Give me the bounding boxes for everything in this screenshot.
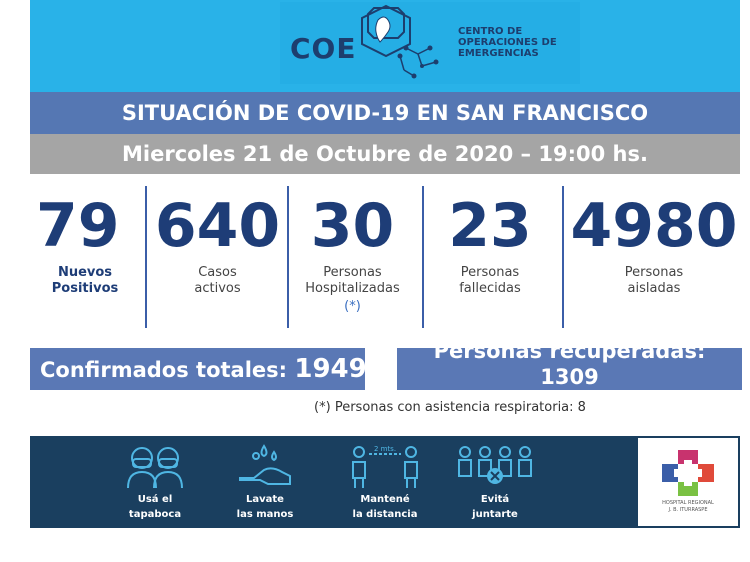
hospital-line: J. B. ITURRASPE <box>668 507 708 513</box>
confirmed-total-box: Confirmados totales: 1949 <box>30 348 365 390</box>
divider <box>422 186 424 328</box>
stat-value: 4980 <box>570 191 738 261</box>
face-mask-icon <box>127 447 183 489</box>
tip-line: juntarte <box>472 509 518 520</box>
social-distance-icon: 2 mts. <box>352 445 418 488</box>
footnote: (*) Personas con asistencia respiratoria… <box>314 400 586 415</box>
confirmed-value: 1949 <box>294 354 365 384</box>
confirmed-label: Confirmados totales: <box>40 358 288 382</box>
tip-no-gathering: Evitá juntarte <box>440 442 550 520</box>
stat-value: 23 <box>448 191 532 261</box>
tip-line: Usá el <box>137 494 173 505</box>
recovered-label: Personas recuperadas: <box>433 348 706 363</box>
prevention-banner: Usá el tapaboca Lavate las manos 2 mts. … <box>30 436 740 528</box>
stat-label-line: Personas <box>323 265 382 280</box>
hand-wash-icon <box>239 444 291 485</box>
stat-label-line: Personas <box>624 265 684 280</box>
divider <box>287 186 289 328</box>
stat-label-line: activos <box>194 281 241 296</box>
stat-label-line: Casos <box>198 265 237 280</box>
no-gathering-icon <box>458 446 532 484</box>
tip-distance: 2 mts. Mantené la distancia <box>330 442 440 520</box>
stat-value: 30 <box>310 191 395 261</box>
hospital-line: HOSPITAL REGIONAL <box>662 500 714 506</box>
coe-logo: COE CENTRO DE OPERACIONES DE EMERGENCIAS <box>280 2 580 84</box>
hospital-name: HOSPITAL REGIONAL J. B. ITURRASPE <box>638 500 738 514</box>
stat-active-cases: 640 Casos activos <box>150 186 285 298</box>
tip-wash-hands: Lavate las manos <box>210 442 320 520</box>
page-title: SITUACIÓN DE COVID-19 EN SAN FRANCISCO <box>30 92 740 134</box>
stat-value: 79 <box>36 191 120 261</box>
stat-footnote-marker: (*) <box>344 299 361 314</box>
tip-line: Mantené <box>360 494 410 505</box>
recovered-value: 1309 <box>540 365 599 389</box>
tip-line: las manos <box>236 509 294 520</box>
tip-line: la distancia <box>352 509 418 520</box>
divider <box>562 186 564 328</box>
stat-label-line: Hospitalizadas <box>305 281 400 296</box>
stat-hospitalized: 30 Personas Hospitalizadas (*) <box>290 186 415 316</box>
stat-label-line: aisladas <box>627 281 681 296</box>
header-banner: COE CENTRO DE OPERACIONES DE EMERGENCIAS <box>30 0 740 92</box>
coe-line-1: CENTRO DE <box>458 26 523 37</box>
distance-label: 2 mts. <box>374 445 396 453</box>
recovered-total-box: Personas recuperadas: 1309 <box>397 348 742 390</box>
divider <box>145 186 147 328</box>
hospital-logo: HOSPITAL REGIONAL J. B. ITURRASPE <box>638 438 738 526</box>
coe-full-name: CENTRO DE OPERACIONES DE EMERGENCIAS <box>458 26 557 59</box>
stat-isolated: 4980 Personas aisladas <box>566 186 742 298</box>
tip-line: Evitá <box>480 494 510 505</box>
coe-line-3: EMERGENCIAS <box>458 48 539 59</box>
stat-label-line: Nuevos <box>57 265 113 280</box>
tip-line: Lavate <box>246 494 284 505</box>
tip-mask: Usá el tapaboca <box>100 442 210 520</box>
stat-value: 640 <box>154 191 281 261</box>
stat-label-line: fallecidas <box>459 281 521 296</box>
coe-acronym: COE <box>290 32 357 65</box>
circuit-map-icon <box>361 4 439 79</box>
stat-deceased: 23 Personas fallecidas <box>425 186 555 298</box>
stat-new-positives: 79 Nuevos Positivos <box>30 186 140 298</box>
stat-label-line: Positivos <box>51 281 119 296</box>
stat-label-line: Personas <box>460 265 520 280</box>
coe-line-2: OPERACIONES DE <box>458 37 557 48</box>
tip-line: tapaboca <box>128 509 182 520</box>
report-date: Miercoles 21 de Octubre de 2020 – 19:00 … <box>30 134 740 174</box>
hospital-cross-icon <box>662 450 714 496</box>
